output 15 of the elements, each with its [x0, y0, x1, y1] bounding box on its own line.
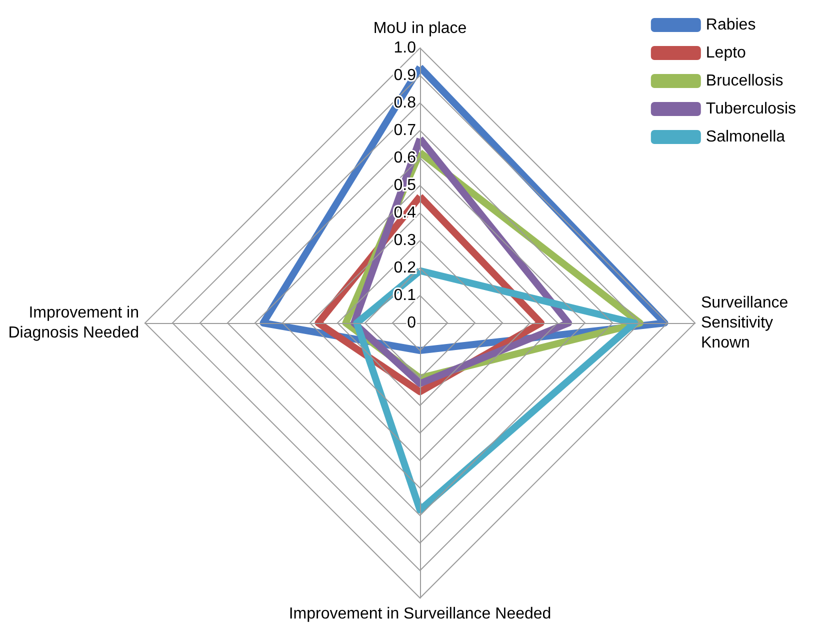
- legend-label: Rabies: [706, 16, 756, 34]
- spoke-label: Improvement in Diagnosis Needed: [8, 304, 139, 342]
- y-tick-label: 0.7: [394, 122, 416, 139]
- legend-label: Brucellosis: [706, 72, 784, 90]
- y-tick-label: 0: [407, 314, 416, 332]
- y-tick-label: 0.3: [394, 232, 416, 249]
- legend-label: Lepto: [706, 44, 746, 62]
- y-tick-label: 1.0: [394, 40, 416, 56]
- spoke-label: Surveillance Sensitivity Known: [701, 294, 788, 352]
- y-tick-label: 0.1: [394, 287, 416, 304]
- legend-label: Salmonella: [706, 128, 786, 146]
- y-tick-label: 0.2: [394, 260, 416, 276]
- spoke-label: MoU in place: [373, 20, 467, 38]
- legend-label: Tuberculosis: [706, 100, 796, 118]
- spoke-label: Improvement in Surveillance Needed: [288, 606, 552, 622]
